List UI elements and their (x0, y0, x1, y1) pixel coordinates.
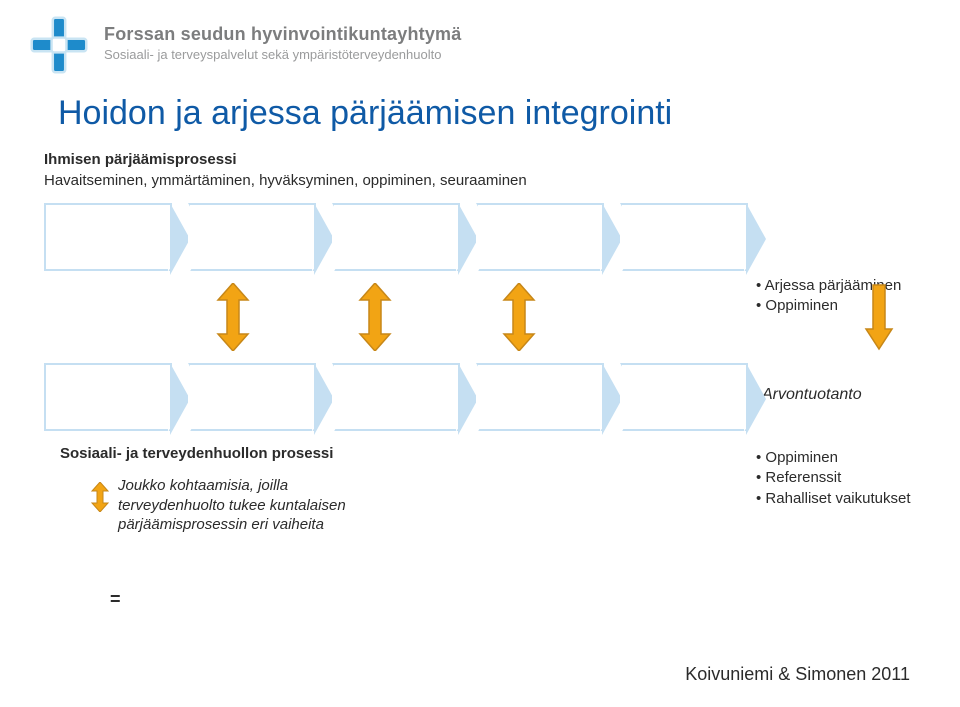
org-logo-icon (28, 14, 90, 76)
value-arrows-row (44, 277, 960, 357)
top-process-label: Ihmisen pärjäämisprosessi (44, 151, 960, 168)
double-arrow-icon (216, 283, 250, 356)
citation: Koivuniemi & Simonen 2011 (685, 664, 910, 685)
top-chevron-row (44, 197, 960, 277)
org-subtitle: Sosiaali- ja terveyspalvelut sekä ympäri… (104, 47, 461, 62)
outcome-bottom: Oppiminen Referenssit Rahalliset vaikutu… (756, 448, 911, 509)
process-step (44, 203, 172, 271)
equals-sign: = (110, 589, 121, 610)
double-arrow-icon (358, 283, 392, 356)
process-step (188, 203, 316, 271)
org-title: Forssan seudun hyvinvointikuntayhtymä (104, 24, 461, 45)
equals-text: Joukko kohtaamisia, joilla terveydenhuol… (118, 476, 346, 535)
double-arrow-icon (502, 283, 536, 356)
process-step (620, 363, 748, 431)
equals-double-arrow-icon (90, 482, 110, 512)
outcome-bottom-item: Rahalliset vaikutukset (756, 489, 911, 509)
process-step (332, 203, 460, 271)
equals-line2: terveydenhuolto tukee kuntalaisen (118, 497, 346, 514)
process-step (332, 363, 460, 431)
equals-line1: Joukko kohtaamisia, joilla (118, 477, 288, 494)
process-step (188, 363, 316, 431)
process-step (476, 363, 604, 431)
top-process-sub: Havaitseminen, ymmärtäminen, hyväksymine… (44, 172, 960, 189)
process-step (44, 363, 172, 431)
equals-line3: pärjäämisprosessin eri vaiheita (118, 516, 324, 533)
process-step (620, 203, 748, 271)
page: Forssan seudun hyvinvointikuntayhtymä So… (0, 0, 960, 707)
down-arrow-icon (864, 283, 894, 356)
outcome-bottom-item: Referenssit (756, 468, 911, 488)
bottom-chevron-row (44, 357, 960, 437)
page-title: Hoidon ja arjessa pärjäämisen integroint… (58, 94, 960, 133)
process-step (476, 203, 604, 271)
org-text: Forssan seudun hyvinvointikuntayhtymä So… (104, 14, 461, 62)
outcome-bottom-item: Oppiminen (756, 448, 911, 468)
header: Forssan seudun hyvinvointikuntayhtymä So… (0, 0, 960, 76)
